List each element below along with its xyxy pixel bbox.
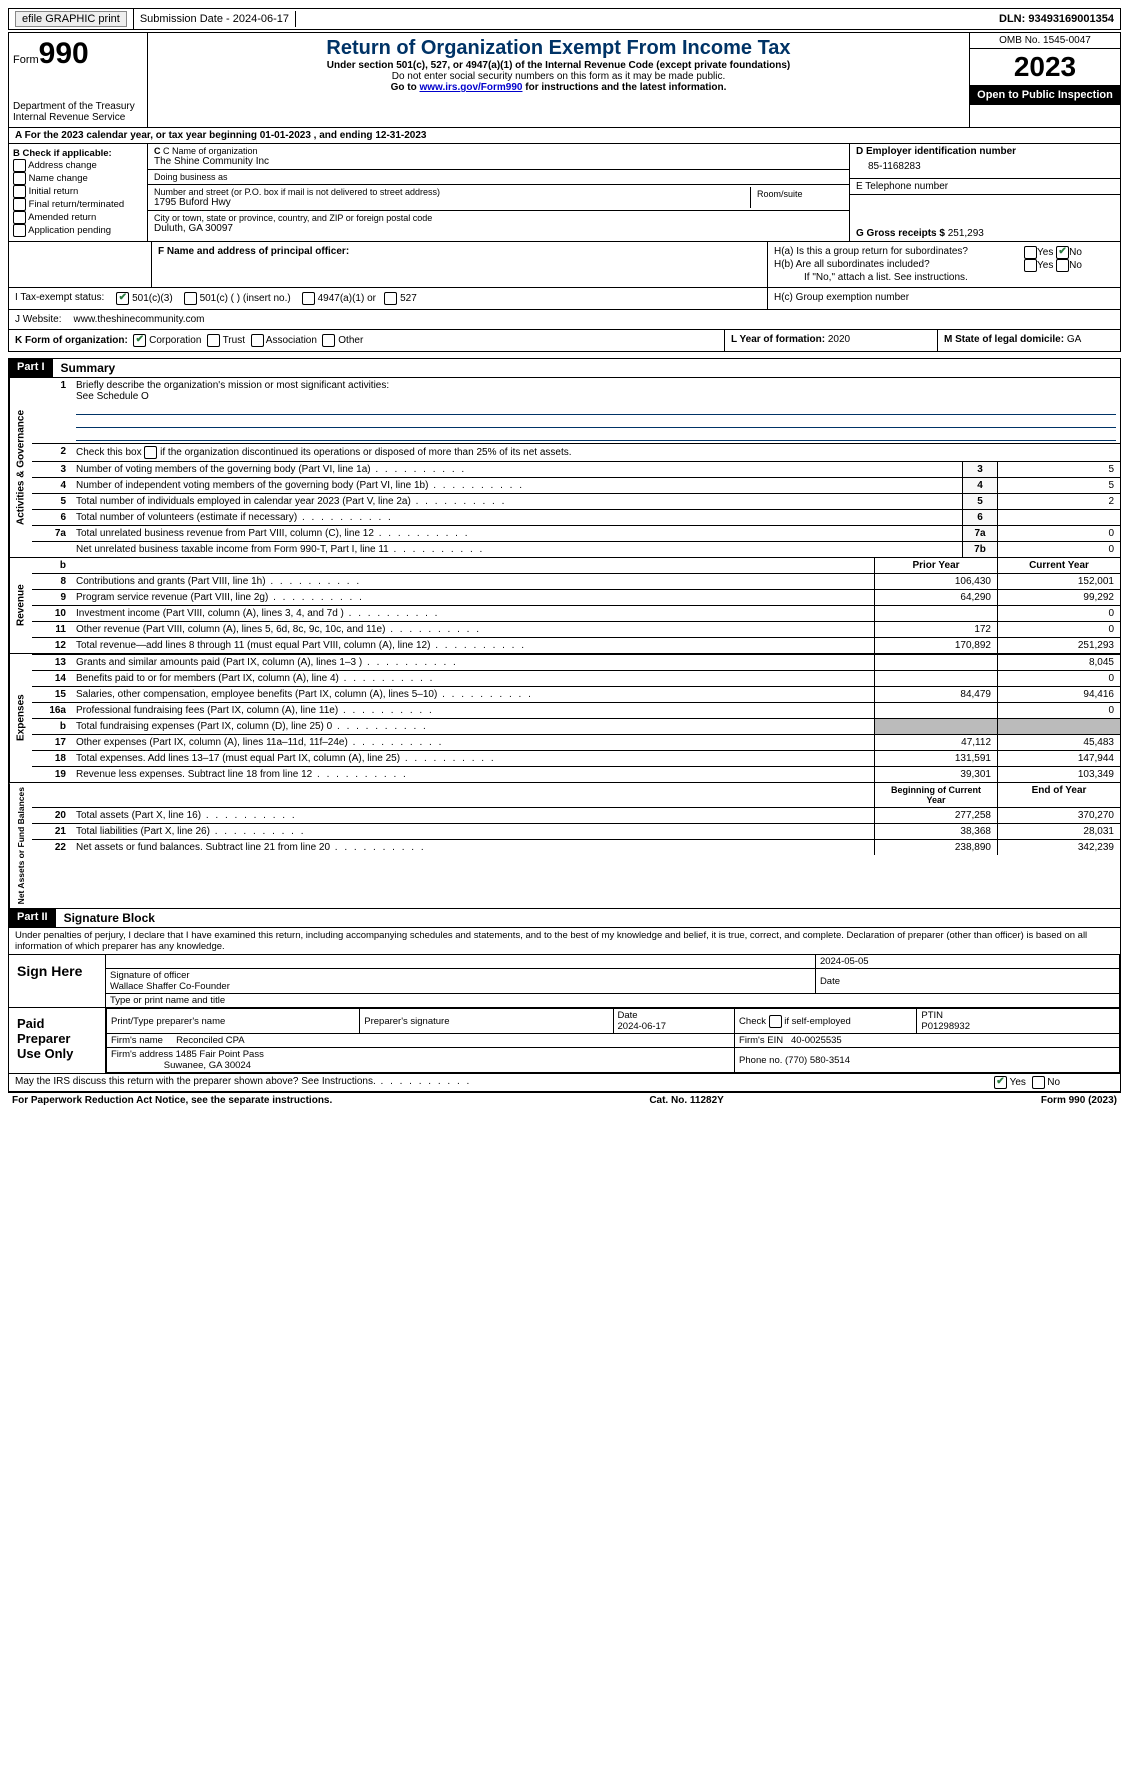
subtitle-1: Under section 501(c), 527, or 4947(a)(1)…	[152, 60, 965, 71]
row-f-h: F Name and address of principal officer:…	[8, 242, 1121, 288]
i-501c[interactable]	[184, 292, 197, 305]
net-line: 22Net assets or fund balances. Subtract …	[32, 839, 1120, 855]
ha-no[interactable]	[1056, 246, 1069, 259]
dln: DLN: 93493169001354	[993, 11, 1120, 27]
form-number: 990	[39, 37, 89, 70]
rev-line: 9Program service revenue (Part VIII, lin…	[32, 589, 1120, 605]
exp-line: 17Other expenses (Part IX, column (A), l…	[32, 734, 1120, 750]
i-4947[interactable]	[302, 292, 315, 305]
b-item: Application pending	[13, 224, 143, 237]
b-item: Amended return	[13, 211, 143, 224]
ein: 85-1168283	[856, 157, 1114, 176]
hb-yes[interactable]	[1024, 259, 1037, 272]
col-b-checkboxes: B Check if applicable: Address change Na…	[9, 144, 148, 241]
discuss-question: May the IRS discuss this return with the…	[15, 1076, 994, 1089]
section-a: A For the 2023 calendar year, or tax yea…	[8, 128, 1121, 144]
open-public-badge: Open to Public Inspection	[970, 85, 1120, 105]
omb-number: OMB No. 1545-0047	[970, 33, 1120, 49]
i-501c3[interactable]	[116, 292, 129, 305]
department: Department of the Treasury Internal Reve…	[13, 101, 143, 123]
rev-line: 11Other revenue (Part VIII, column (A), …	[32, 621, 1120, 637]
irs-link[interactable]: www.irs.gov/Form990	[419, 82, 522, 93]
gov-line: Net unrelated business taxable income fr…	[32, 541, 1120, 557]
k-corp[interactable]	[133, 334, 146, 347]
header-grid: B Check if applicable: Address change Na…	[8, 144, 1121, 242]
net-line: 21Total liabilities (Part X, line 26)38,…	[32, 823, 1120, 839]
rev-line: 10Investment income (Part VIII, column (…	[32, 605, 1120, 621]
officer-name: Wallace Shaffer Co-Founder	[110, 981, 230, 992]
b-item: Address change	[13, 159, 143, 172]
sign-date: 2024-05-05	[820, 956, 869, 967]
firm-ein: 40-0025535	[791, 1035, 842, 1046]
gov-line: 7aTotal unrelated business revenue from …	[32, 525, 1120, 541]
exp-line: 18Total expenses. Add lines 13–17 (must …	[32, 750, 1120, 766]
website: www.theshinecommunity.com	[68, 310, 1121, 329]
mission-desc: See Schedule O	[76, 391, 149, 402]
exp-line: 19Revenue less expenses. Subtract line 1…	[32, 766, 1120, 782]
revenue-section: Revenue b Prior Year Current Year 8Contr…	[8, 558, 1121, 654]
year-formation: 2020	[828, 334, 850, 345]
discuss-yes[interactable]	[994, 1076, 1007, 1089]
street-address: 1795 Buford Hwy	[154, 197, 750, 208]
prep-date: 2024-06-17	[618, 1021, 667, 1032]
part2-title: Signature Block	[56, 909, 163, 927]
firm-phone: (770) 580-3514	[785, 1055, 850, 1066]
room-suite-label: Room/suite	[751, 187, 843, 208]
top-bar: efile GRAPHIC print Submission Date - 20…	[8, 8, 1121, 30]
hb-no[interactable]	[1056, 259, 1069, 272]
gov-line: 5Total number of individuals employed in…	[32, 493, 1120, 509]
gov-line: 3Number of voting members of the governi…	[32, 461, 1120, 477]
exp-line: 13Grants and similar amounts paid (Part …	[32, 654, 1120, 670]
subtitle-3: Go to www.irs.gov/Form990 for instructio…	[152, 82, 965, 93]
state-domicile: GA	[1067, 334, 1081, 345]
b-item: Final return/terminated	[13, 198, 143, 211]
b-item: Name change	[13, 172, 143, 185]
gov-line: 6Total number of volunteers (estimate if…	[32, 509, 1120, 525]
sign-here-block: Sign Here 2024-05-05 Signature of office…	[8, 955, 1121, 1008]
b-item: Initial return	[13, 185, 143, 198]
efile-badge: efile GRAPHIC print	[15, 11, 127, 27]
perjury-declaration: Under penalties of perjury, I declare th…	[8, 928, 1121, 955]
ha-yes[interactable]	[1024, 246, 1037, 259]
firm-name: Reconciled CPA	[176, 1035, 244, 1046]
discuss-no[interactable]	[1032, 1076, 1045, 1089]
ptin: P01298932	[921, 1021, 970, 1032]
part1-header: Part I	[9, 359, 53, 377]
i-527[interactable]	[384, 292, 397, 305]
tax-year: 2023	[970, 49, 1120, 85]
gov-line: 4Number of independent voting members of…	[32, 477, 1120, 493]
firm-addr1: 1485 Fair Point Pass	[176, 1049, 264, 1060]
rev-line: 8Contributions and grants (Part VIII, li…	[32, 573, 1120, 589]
submission-date: Submission Date - 2024-06-17	[134, 11, 296, 27]
exp-line: 15Salaries, other compensation, employee…	[32, 686, 1120, 702]
k-trust[interactable]	[207, 334, 220, 347]
paid-preparer-block: Paid Preparer Use Only Print/Type prepar…	[8, 1008, 1121, 1074]
form-title: Return of Organization Exempt From Incom…	[152, 37, 965, 60]
self-employed-check[interactable]	[769, 1015, 782, 1028]
expenses-section: Expenses 13Grants and similar amounts pa…	[8, 654, 1121, 783]
city-state-zip: Duluth, GA 30097	[154, 223, 843, 234]
part2-header: Part II	[9, 909, 56, 927]
rev-line: 12Total revenue—add lines 8 through 11 (…	[32, 637, 1120, 653]
q2-checkbox[interactable]	[144, 446, 157, 459]
page-footer: For Paperwork Reduction Act Notice, see …	[8, 1092, 1121, 1108]
org-name: The Shine Community Inc	[154, 156, 843, 167]
form-header: Form990 Department of the Treasury Inter…	[8, 32, 1121, 128]
gross-receipts: 251,293	[948, 228, 984, 239]
part1-title: Summary	[53, 359, 124, 377]
subtitle-2: Do not enter social security numbers on …	[152, 71, 965, 82]
exp-line: 14Benefits paid to or for members (Part …	[32, 670, 1120, 686]
hc-group-exemption: H(c) Group exemption number	[767, 288, 1120, 309]
net-line: 20Total assets (Part X, line 16)277,2583…	[32, 807, 1120, 823]
firm-addr2: Suwanee, GA 30024	[164, 1060, 251, 1071]
k-other[interactable]	[322, 334, 335, 347]
exp-line: bTotal fundraising expenses (Part IX, co…	[32, 718, 1120, 734]
governance-section: Activities & Governance 1 Briefly descri…	[8, 378, 1121, 558]
exp-line: 16aProfessional fundraising fees (Part I…	[32, 702, 1120, 718]
k-assoc[interactable]	[251, 334, 264, 347]
netassets-section: Net Assets or Fund Balances Beginning of…	[8, 783, 1121, 909]
